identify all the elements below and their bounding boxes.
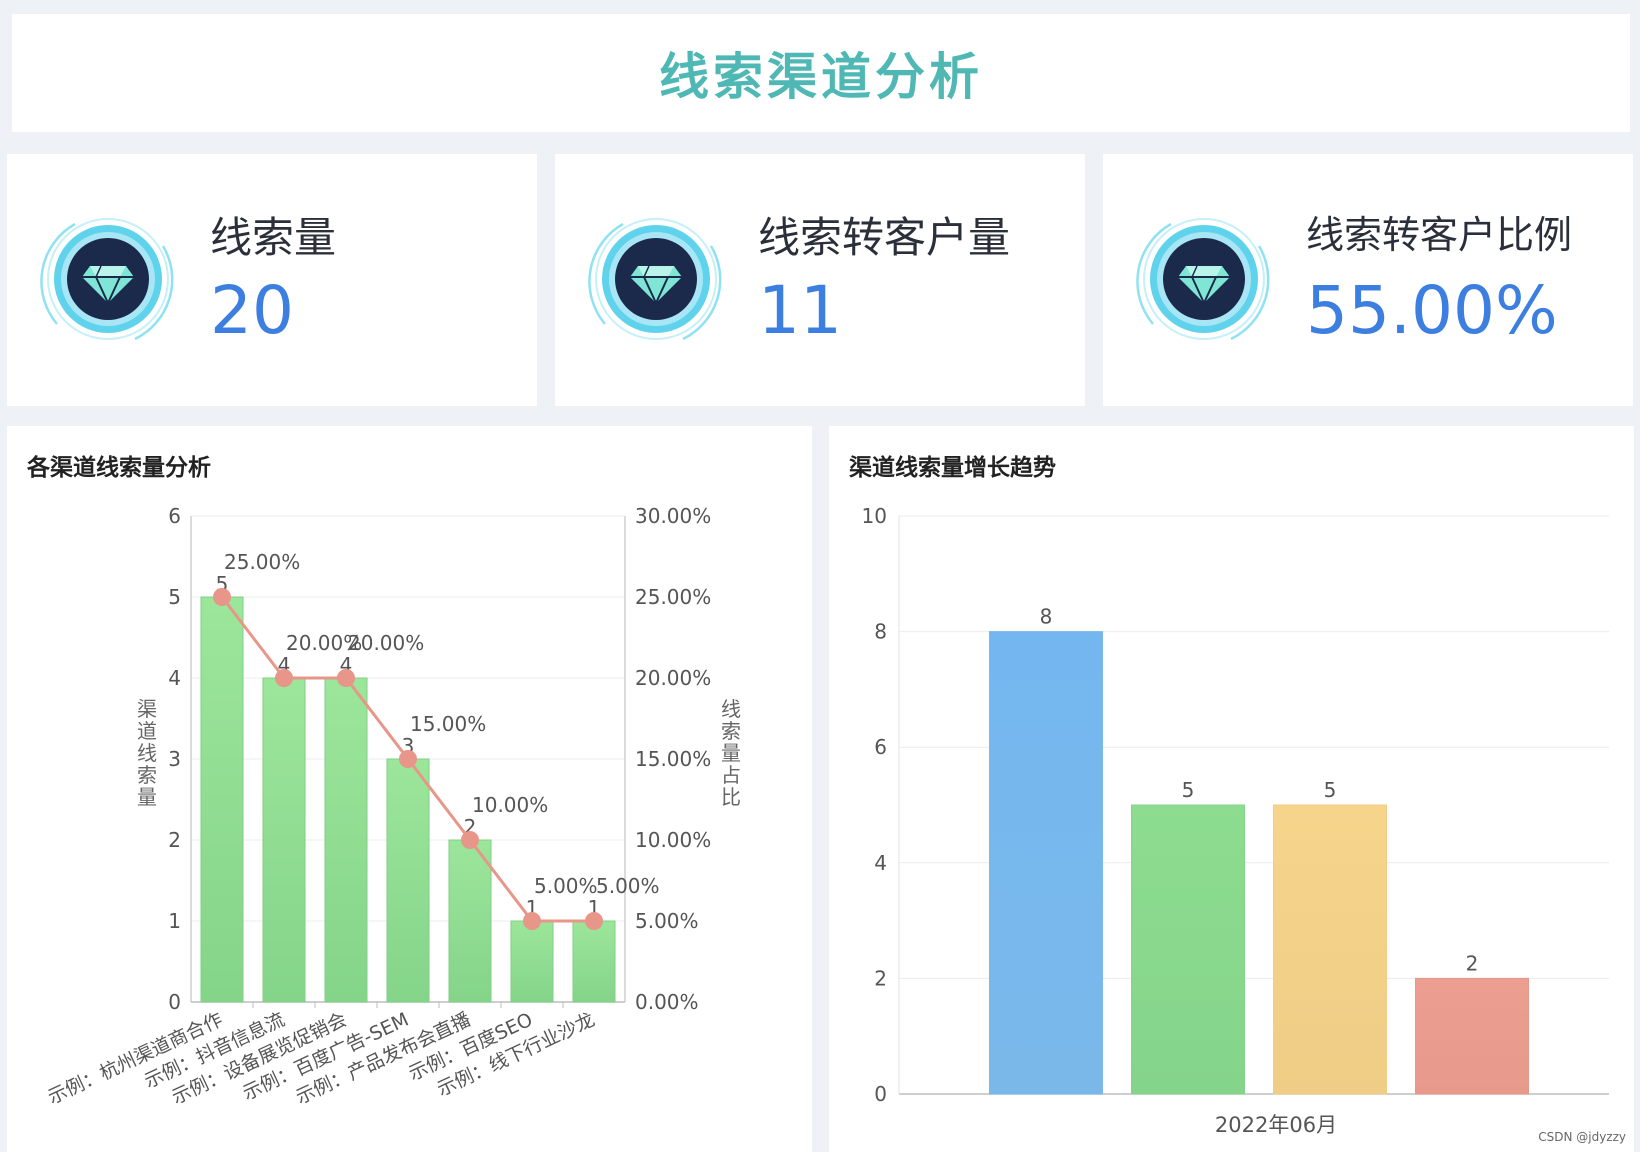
line-point bbox=[213, 588, 231, 606]
bar bbox=[989, 631, 1103, 1095]
leads-trend-chart: 0 2 4 6 8 10 8 5 5 2 2022年06月 bbox=[862, 504, 1609, 1137]
page-title: 线索渠道分析 bbox=[659, 48, 983, 106]
y-tick-label: 8 bbox=[874, 620, 887, 644]
bar bbox=[572, 920, 616, 1003]
y-axis-label: 渠 bbox=[137, 697, 157, 721]
y-tick-label: 6 bbox=[874, 735, 887, 759]
y2-axis-label: 索 bbox=[721, 719, 741, 743]
y-axis-label: 道 bbox=[137, 719, 157, 743]
kpi-value: 20 bbox=[210, 272, 294, 349]
kpi-label: 线索量 bbox=[210, 213, 337, 262]
bar-value-label: 2 bbox=[1466, 951, 1479, 975]
y2-axis-label: 量 bbox=[721, 741, 741, 765]
bar bbox=[1273, 804, 1387, 1095]
y-axis-label: 量 bbox=[137, 785, 157, 809]
line-point bbox=[523, 912, 541, 930]
y2-axis-label: 占 bbox=[721, 763, 741, 787]
diamond-icon bbox=[40, 218, 174, 341]
line-point bbox=[275, 669, 293, 687]
bar bbox=[262, 677, 306, 1003]
bar-value-label: 5 bbox=[1182, 778, 1195, 802]
bar bbox=[200, 596, 244, 1003]
kpi-card-leads: 线索量 20 bbox=[7, 154, 537, 406]
line-value-label: 20.00% bbox=[286, 631, 362, 655]
y-axis-label: 索 bbox=[137, 763, 157, 787]
y2-tick-label: 0.00% bbox=[635, 990, 699, 1014]
bar bbox=[1415, 977, 1529, 1095]
bar-value-label: 5 bbox=[1324, 778, 1337, 802]
header-panel: 线索渠道分析 bbox=[12, 14, 1630, 132]
line-point bbox=[585, 912, 603, 930]
y2-tick-label: 30.00% bbox=[635, 504, 711, 528]
kpi-label: 线索转客户比例 bbox=[1306, 213, 1573, 257]
kpi-value: 11 bbox=[758, 272, 842, 349]
y-tick-label: 3 bbox=[168, 747, 181, 771]
bar bbox=[510, 920, 554, 1003]
diamond-icon bbox=[1136, 218, 1270, 341]
watermark: CSDN @jdyzzy bbox=[1538, 1130, 1626, 1144]
y-tick-label: 2 bbox=[168, 828, 181, 852]
bar bbox=[448, 839, 492, 1003]
line-point bbox=[337, 669, 355, 687]
x-tick-label: 2022年06月 bbox=[1215, 1113, 1337, 1137]
bar-value-label: 8 bbox=[1040, 605, 1053, 629]
y-tick-label: 5 bbox=[168, 585, 181, 609]
diamond-icon bbox=[588, 218, 722, 341]
y2-tick-label: 20.00% bbox=[635, 666, 711, 690]
bar bbox=[1131, 804, 1245, 1095]
channel-leads-chart-panel: 各渠道线索量分析 0 0.00% 1 5.00% 2 10.00% 3 15.00% 4 20.0… bbox=[7, 426, 812, 1152]
y2-axis-label: 线 bbox=[721, 697, 741, 721]
y2-axis-label: 比 bbox=[721, 785, 741, 809]
bar bbox=[386, 758, 430, 1003]
y-tick-label: 6 bbox=[168, 504, 181, 528]
y-axis-label: 线 bbox=[137, 741, 157, 765]
kpi-card-converted: 线索转客户量 11 bbox=[555, 154, 1085, 406]
kpi-value: 55.00% bbox=[1306, 272, 1558, 349]
kpi-label: 线索转客户量 bbox=[758, 213, 1011, 262]
y2-tick-label: 10.00% bbox=[635, 828, 711, 852]
line-point bbox=[399, 750, 417, 768]
y2-tick-label: 5.00% bbox=[635, 909, 699, 933]
line-value-label: 5.00% bbox=[534, 874, 598, 898]
channel-leads-chart: 0 0.00%1 5.00%2 10.00%3 15.00%4 20.00%5 25.00%… bbox=[45, 504, 741, 1109]
line-value-label: 15.00% bbox=[410, 712, 486, 736]
y-tick-label: 0 bbox=[168, 990, 181, 1014]
line-value-label: 25.00% bbox=[224, 550, 300, 574]
chart-title: 渠道线索量增长趋势 bbox=[849, 455, 1056, 481]
line-value-label: 20.00% bbox=[348, 631, 424, 655]
y-tick-label: 0 bbox=[874, 1082, 887, 1106]
y2-tick-label: 25.00% bbox=[635, 585, 711, 609]
line-value-label: 5.00% bbox=[596, 874, 660, 898]
kpi-card-conversion-rate: 线索转客户比例 55.00% bbox=[1103, 154, 1633, 406]
y-tick-label: 4 bbox=[874, 851, 887, 875]
y-tick-label: 10 bbox=[862, 504, 887, 528]
y-tick-label: 1 bbox=[168, 909, 181, 933]
y-tick-label: 2 bbox=[874, 966, 887, 990]
y-tick-label: 4 bbox=[168, 666, 181, 690]
leads-trend-chart-panel: 渠道线索量增长趋势 0 2 4 6 8 10 8 5 5 2 2022年06月 bbox=[829, 426, 1634, 1152]
line-point bbox=[461, 831, 479, 849]
line-value-label: 10.00% bbox=[472, 793, 548, 817]
y2-tick-label: 15.00% bbox=[635, 747, 711, 771]
bar bbox=[324, 677, 368, 1003]
chart-title: 各渠道线索量分析 bbox=[27, 455, 211, 481]
